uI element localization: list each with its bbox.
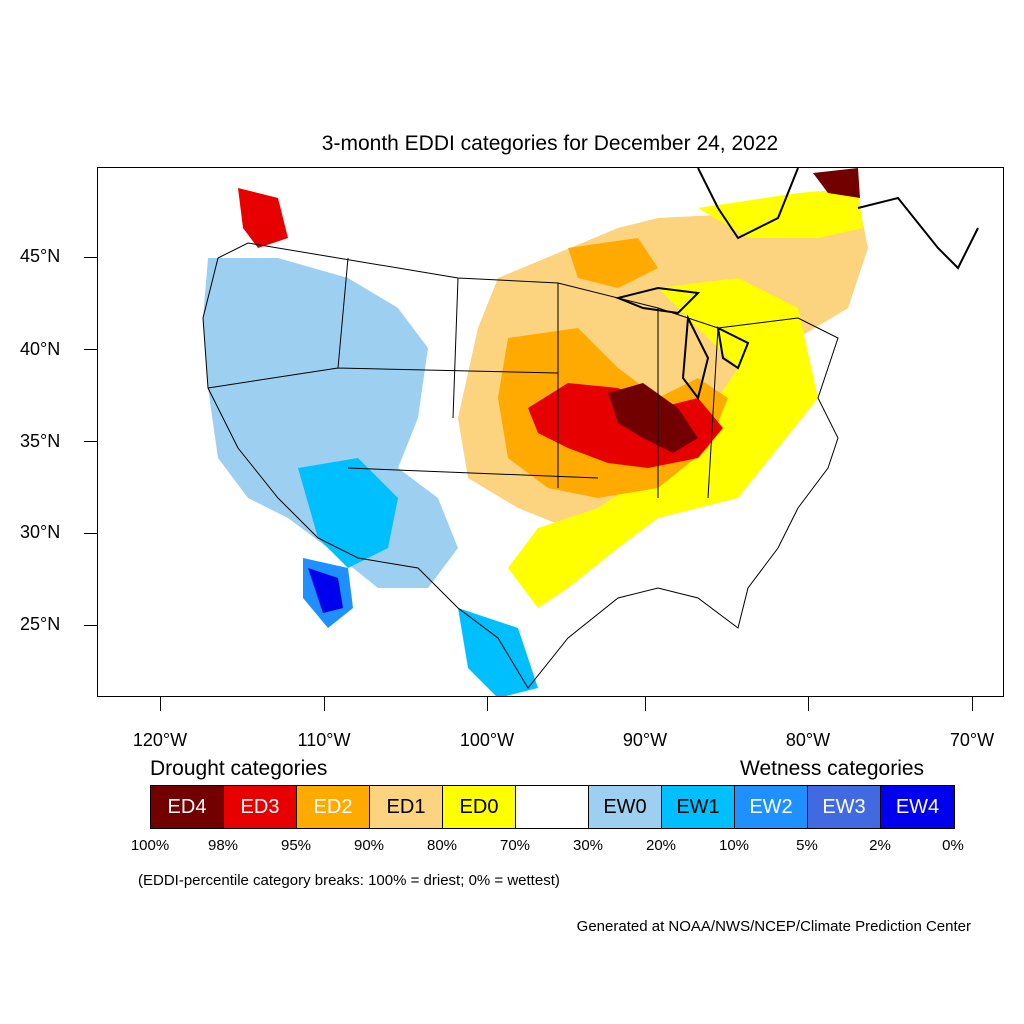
legend-swatch-ed0: ED0 [443, 786, 516, 828]
patch-ed4-midwest [608, 383, 698, 453]
wetness-heading: Wetness categories [740, 757, 925, 780]
lon-tick-120 [160, 697, 161, 711]
lon-tick-90 [645, 697, 646, 711]
percent-break-label: 10% [718, 837, 750, 854]
legend-swatch-ed4: ED4 [151, 786, 224, 828]
patch-ew1-texas [458, 608, 538, 696]
lon-label-110: 110°W [297, 730, 351, 750]
canada-coast [697, 168, 979, 270]
lat-tick-40 [84, 349, 97, 350]
lat-tick-45 [84, 257, 97, 258]
state-lines [207, 257, 719, 499]
legend-swatch-ed1: ED1 [370, 786, 443, 828]
category-legend: ED4 ED3 ED2 ED1 ED0 EW0 EW1 EW2 EW3 EW4 [150, 785, 955, 829]
lon-tick-100 [487, 697, 488, 711]
lat-tick-25 [84, 625, 97, 626]
patch-ed2-north [568, 238, 658, 288]
percent-break-label: 5% [796, 837, 818, 854]
category-patches [203, 168, 868, 696]
great-lakes [614, 286, 750, 401]
lat-label-30: 30°N [20, 522, 61, 542]
patch-ew4-baja [308, 568, 343, 613]
percent-break-label: 20% [645, 837, 677, 854]
legend-swatch-ew4: EW4 [881, 786, 954, 828]
percent-break-label: 95% [280, 837, 312, 854]
percent-break-label: 100% [130, 837, 170, 854]
lon-label-70: 70°W [949, 730, 995, 750]
lon-tick-80 [808, 697, 809, 711]
lat-tick-35 [84, 441, 97, 442]
legend-note: (EDDI-percentile category breaks: 100% =… [138, 872, 560, 889]
lon-label-120: 120°W [132, 730, 188, 750]
credit-line: Generated at NOAA/NWS/NCEP/Climate Predi… [576, 918, 971, 935]
legend-swatch-ew2: EW2 [735, 786, 808, 828]
legend-swatch-ew0: EW0 [589, 786, 662, 828]
lon-tick-110 [324, 697, 325, 711]
legend-swatch-neutral [516, 786, 589, 828]
lat-label-35: 35°N [20, 431, 61, 451]
map-panel [97, 167, 1004, 697]
legend-swatch-ed3: ED3 [224, 786, 297, 828]
lon-label-100: 100°W [459, 730, 515, 750]
legend-swatch-ew3: EW3 [808, 786, 881, 828]
percent-break-label: 70% [499, 837, 531, 854]
patch-ed4-ne [813, 168, 860, 198]
percent-break-label: 30% [572, 837, 604, 854]
percent-break-label: 2% [869, 837, 891, 854]
drought-heading: Drought categories [150, 757, 328, 780]
lat-label-25: 25°N [20, 614, 61, 634]
map-title: 3-month EDDI categories for December 24,… [321, 132, 779, 155]
lon-label-80: 80°W [785, 730, 831, 750]
lat-label-45: 45°N [20, 246, 61, 266]
lat-tick-30 [84, 533, 97, 534]
percent-break-label: 90% [353, 837, 385, 854]
percent-break-label: 98% [207, 837, 239, 854]
lon-tick-70 [972, 697, 973, 711]
lon-label-90: 90°W [622, 730, 668, 750]
percent-break-label: 0% [942, 837, 964, 854]
boundaries [202, 168, 979, 689]
lat-label-40: 40°N [20, 339, 61, 359]
legend-swatch-ew1: EW1 [662, 786, 735, 828]
eddi-map [202, 168, 979, 696]
legend-swatch-ed2: ED2 [297, 786, 370, 828]
percent-break-label: 80% [426, 837, 458, 854]
patch-ed3-nw [238, 188, 288, 248]
us-outline [202, 242, 839, 689]
